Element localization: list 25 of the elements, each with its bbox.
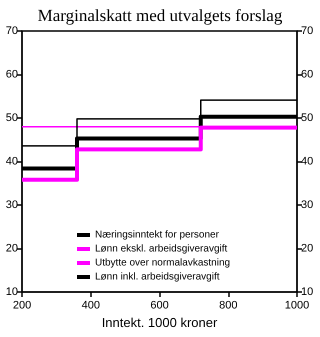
legend-label: Lønn inkl. arbeidsgiveravgift (95, 272, 220, 282)
y-tick-label: 70 (6, 25, 18, 37)
y-tick-label: 60 (6, 68, 18, 80)
x-tick-label: 200 (12, 300, 32, 312)
y-tick-label: 50 (6, 112, 18, 124)
y-tick-label: 30 (6, 199, 18, 211)
y2-tick-label: 20 (301, 242, 314, 254)
y2-tick-label: 70 (301, 25, 314, 37)
y-tick-label: 10 (6, 286, 18, 298)
y-tick-label: 20 (6, 242, 18, 254)
chart-title: Marginalskatt med utvalgets forslag (38, 6, 283, 25)
legend-label: Utbytte over normalavkastning (95, 258, 230, 268)
x-tick-label: 400 (82, 300, 100, 312)
x-tick-label: 1000 (284, 300, 310, 312)
legend-label: Næringsinntekt for personer (95, 230, 220, 240)
y2-tick-label: 40 (301, 156, 314, 168)
x-axis-title: Inntekt. 1000 kroner (102, 315, 218, 330)
x-tick-label: 800 (219, 300, 238, 312)
y2-tick-label: 60 (301, 68, 314, 80)
y2-tick-label: 50 (301, 112, 314, 124)
legend-label: Lønn ekskl. arbeidsgiveravgift (95, 244, 228, 254)
y2-tick-label: 30 (301, 199, 314, 211)
x-tick-label: 600 (150, 300, 169, 312)
y-tick-label: 40 (6, 156, 18, 168)
y2-tick-label: 10 (301, 286, 314, 298)
